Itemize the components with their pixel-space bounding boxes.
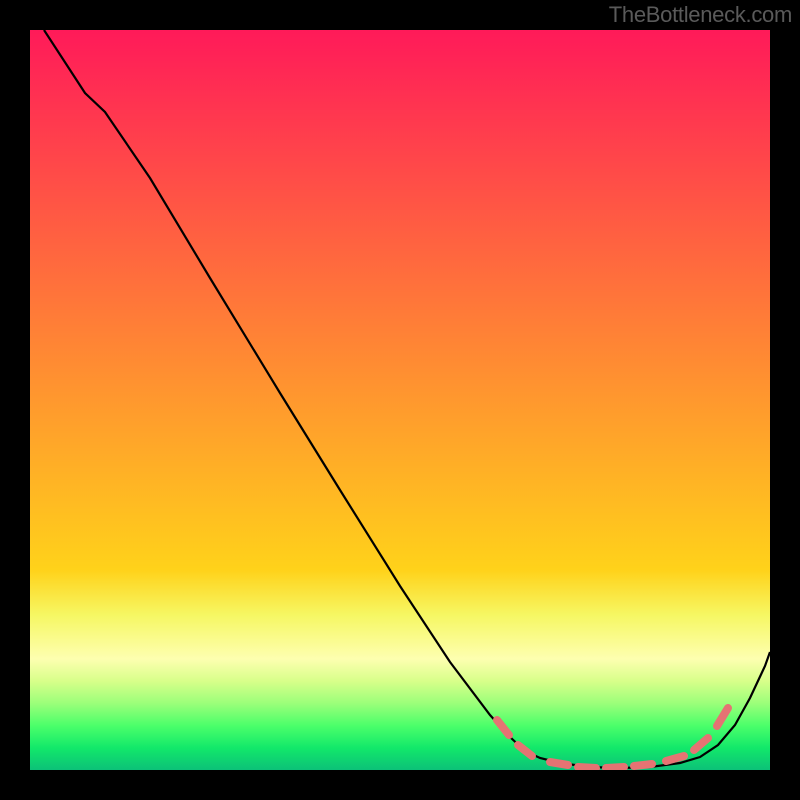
gradient-band	[30, 30, 770, 570]
gradient-background	[30, 30, 770, 770]
gradient-band	[30, 681, 770, 703]
plot-area	[30, 30, 770, 770]
watermark-text: TheBottleneck.com	[609, 2, 792, 28]
gradient-band	[30, 659, 770, 681]
gradient-band	[30, 726, 770, 748]
gradient-band	[30, 615, 770, 659]
gradient-band	[30, 703, 770, 725]
gradient-band	[30, 748, 770, 770]
gradient-band	[30, 570, 770, 614]
